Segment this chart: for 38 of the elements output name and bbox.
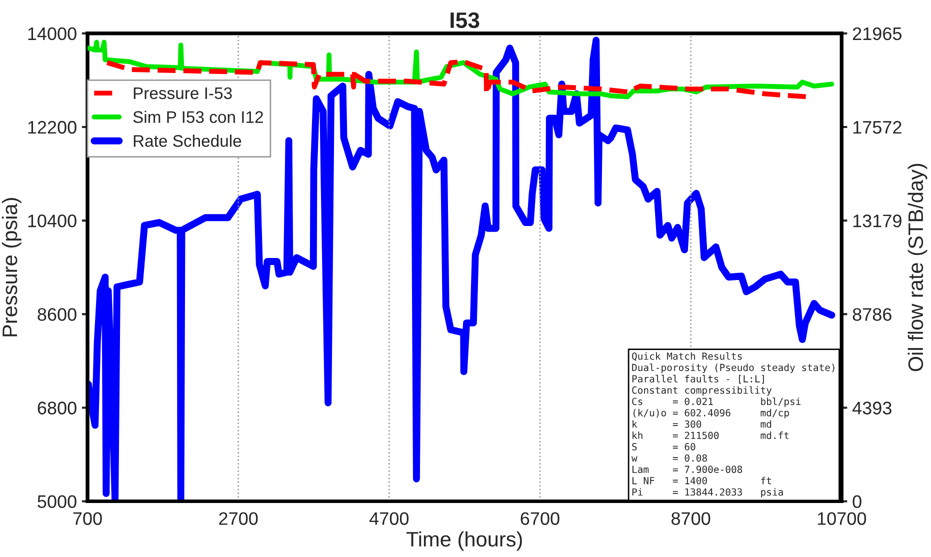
x-axis-title: Time (hours) xyxy=(406,531,522,551)
legend-label: Rate Schedule xyxy=(134,134,242,147)
x-tick-label: 4700 xyxy=(369,512,409,525)
x-tick-label: 700 xyxy=(73,512,102,525)
y-tick-label: 5000 xyxy=(38,495,76,508)
annotation: Dual-porosity (Pseudo steady state) xyxy=(632,364,834,374)
annotation: Lam = 7.900e-008 xyxy=(632,466,742,474)
y2-tick-label: 13179 xyxy=(853,214,902,228)
x-tick-label: 6700 xyxy=(520,512,560,525)
y-tick-label: 14000 xyxy=(28,27,76,40)
annotation: Cs = 0.021 bbl/psi xyxy=(632,398,801,407)
legend-label: Pressure I-53 xyxy=(134,87,232,100)
legend-label: Sim P I53 con I12 xyxy=(133,110,263,123)
annotation: (k/u)o = 602.4096 md/cp xyxy=(634,408,789,418)
annotation: Quick Match Results xyxy=(632,352,742,361)
annotation: L NF = 1400 ft xyxy=(632,476,772,484)
y2-axis-title: Oil flow rate (STB/day) xyxy=(908,164,928,372)
y2-tick-label: 4393 xyxy=(852,402,892,414)
x-tick-label: 8700 xyxy=(672,512,710,525)
y2-tick-label: 8786 xyxy=(852,308,892,321)
y-axis-title: Pressure (psia) xyxy=(2,198,22,336)
annotation: k = 300 md xyxy=(632,420,772,428)
x-tick-label: 2700 xyxy=(219,512,258,525)
annotation: kh = 211500 md.ft xyxy=(632,432,789,440)
x-tick-label: 10700 xyxy=(818,512,866,525)
y2-tick-label: 21965 xyxy=(852,27,902,40)
annotation: w = 0.08 xyxy=(631,454,707,462)
y-tick-label: 12200 xyxy=(28,120,76,134)
annotation: Parallel faults - [L:L] xyxy=(632,374,764,384)
y2-tick-label: 0 xyxy=(852,495,862,508)
annotation: Pi = 13844.2033 psia xyxy=(632,488,783,498)
y-tick-label: 6800 xyxy=(38,402,76,414)
chart-title: I53 xyxy=(450,12,480,28)
annotation: Constant compressibility xyxy=(632,386,772,396)
y-tick-label: 10400 xyxy=(28,214,76,228)
y2-tick-label: 17572 xyxy=(853,120,902,134)
annotation: S = 60 xyxy=(632,443,696,450)
y-tick-label: 8600 xyxy=(38,308,76,321)
